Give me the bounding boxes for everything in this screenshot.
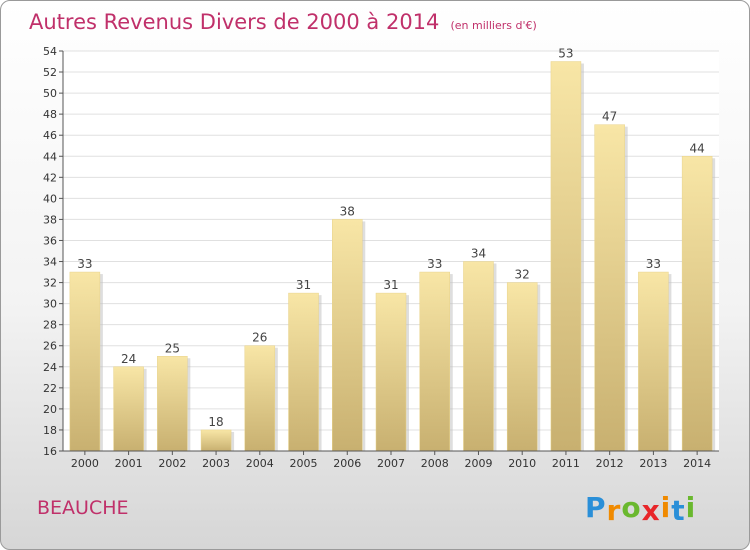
chart-title-unit: (en milliers d'€): [450, 19, 537, 32]
bars: [69, 61, 716, 452]
data-labels: 33 24 25 18 26 31 38 31 33 34 32 53 47 33 44: [77, 47, 705, 429]
logo-letter: P: [585, 491, 607, 524]
x-tick-label-2009: 2009: [464, 457, 492, 470]
data-label-2007: 31: [383, 278, 398, 292]
bar-2014: [681, 156, 713, 452]
x-tick-label-2012: 2012: [596, 457, 624, 470]
x-tick-label-2014: 2014: [683, 457, 711, 470]
data-label-2013: 33: [646, 257, 661, 271]
y-tick-label-42: 42: [43, 171, 57, 184]
y-tick-label-52: 52: [43, 66, 57, 79]
y-tick-label-38: 38: [43, 213, 57, 226]
x-tick-label-2008: 2008: [421, 457, 449, 470]
bar-2007: [375, 292, 407, 452]
y-tick-label-32: 32: [43, 277, 57, 290]
y-tick-label-20: 20: [43, 403, 57, 416]
y-tick-label-36: 36: [43, 234, 57, 247]
logo-letter: x: [641, 494, 661, 527]
x-tick-label-2013: 2013: [639, 457, 667, 470]
data-label-2014: 44: [689, 141, 704, 155]
x-tick-label-2001: 2001: [115, 457, 143, 470]
y-tick-label-26: 26: [43, 340, 57, 353]
x-axis: 2000 2001 2002 2003 2004 2005 2006 2007 2008 2009…: [63, 450, 719, 470]
proxiti-logo[interactable]: Proxiti: [585, 491, 697, 527]
x-tick-label-2002: 2002: [158, 457, 186, 470]
x-tick-label-2006: 2006: [333, 457, 361, 470]
data-label-2001: 24: [121, 352, 136, 366]
y-tick-label-54: 54: [43, 45, 57, 58]
data-label-2010: 32: [515, 268, 530, 282]
logo-letter: r: [606, 494, 622, 527]
y-tick-label-50: 50: [43, 87, 57, 100]
y-tick-label-48: 48: [43, 108, 57, 121]
chart-title-main: Autres Revenus Divers de 2000 à 2014: [29, 10, 440, 34]
x-tick-label-2011: 2011: [552, 457, 580, 470]
data-label-2000: 33: [77, 257, 92, 271]
x-tick-label-2007: 2007: [377, 457, 405, 470]
x-tick-label-2003: 2003: [202, 457, 230, 470]
bar-2013: [638, 271, 669, 452]
y-tick-label-46: 46: [43, 129, 57, 142]
y-tick-label-16: 16: [43, 445, 57, 458]
y-axis: 16 18 20 22 24 26 28 30 32 34 36 38 40 42 44 46 48 50 52 54: [43, 45, 64, 458]
x-tick-label-2005: 2005: [290, 457, 318, 470]
y-tick-label-18: 18: [43, 424, 57, 437]
data-label-2011: 53: [558, 47, 573, 61]
data-label-2002: 25: [165, 341, 180, 355]
bar-2003: [200, 429, 232, 452]
bar-2012: [594, 124, 625, 452]
chart-title: Autres Revenus Divers de 2000 à 2014 (en…: [29, 10, 537, 34]
bar-2004: [244, 345, 276, 452]
x-tick-label-2000: 2000: [71, 457, 99, 470]
y-tick-label-24: 24: [43, 361, 57, 374]
logo-letter: i: [685, 491, 697, 524]
bar-2008: [419, 271, 450, 452]
y-tick-label-22: 22: [43, 382, 57, 395]
data-label-2012: 47: [602, 110, 617, 124]
data-label-2009: 34: [471, 247, 486, 261]
y-tick-label-30: 30: [43, 298, 57, 311]
bar-2009: [463, 261, 494, 452]
data-label-2008: 33: [427, 257, 442, 271]
data-label-2004: 26: [252, 331, 267, 345]
bar-2000: [69, 271, 101, 452]
commune-name: BEAUCHE: [37, 497, 129, 519]
y-tick-label-34: 34: [43, 256, 57, 269]
logo-letter: o: [621, 491, 642, 524]
bar-2001: [113, 366, 144, 452]
y-tick-label-28: 28: [43, 319, 57, 332]
y-tick-label-44: 44: [43, 150, 57, 163]
logo-letter: i: [660, 491, 672, 524]
data-label-2003: 18: [208, 415, 223, 429]
data-label-2005: 31: [296, 278, 311, 292]
y-tick-label-40: 40: [43, 192, 57, 205]
x-tick-label-2010: 2010: [508, 457, 536, 470]
bar-2006: [332, 219, 363, 452]
data-label-2006: 38: [340, 204, 355, 218]
bar-2002: [157, 356, 188, 452]
logo-letter: t: [671, 494, 686, 527]
x-tick-label-2004: 2004: [246, 457, 274, 470]
bar-2010: [506, 282, 538, 452]
bar-2011: [550, 61, 582, 452]
bar-2005: [288, 292, 319, 452]
